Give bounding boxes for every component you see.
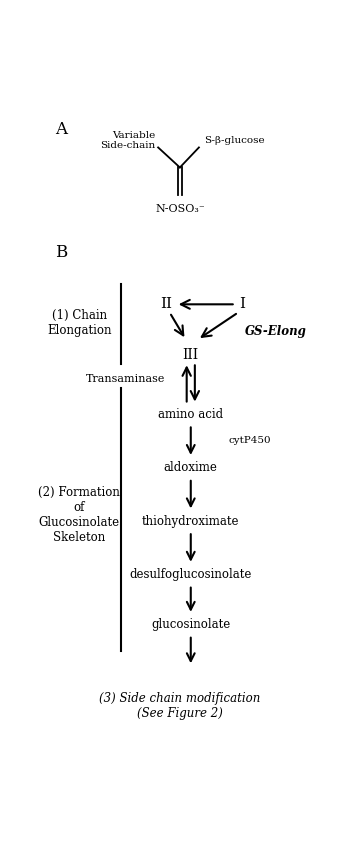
Text: Transaminase: Transaminase bbox=[86, 374, 165, 384]
Text: aldoxime: aldoxime bbox=[164, 461, 218, 474]
Text: amino acid: amino acid bbox=[158, 408, 223, 421]
Text: (2) Formation
of
Glucosinolate
Skeleton: (2) Formation of Glucosinolate Skeleton bbox=[38, 486, 120, 544]
Text: N-OSO₃⁻: N-OSO₃⁻ bbox=[155, 204, 205, 214]
Text: (1) Chain
Elongation: (1) Chain Elongation bbox=[47, 309, 112, 337]
Text: I: I bbox=[239, 297, 245, 311]
Text: Variable
Side-chain: Variable Side-chain bbox=[100, 131, 155, 151]
Text: (3) Side chain modification
(See Figure 2): (3) Side chain modification (See Figure … bbox=[99, 692, 260, 720]
Text: B: B bbox=[55, 244, 67, 261]
Text: GS-Elong: GS-Elong bbox=[245, 324, 307, 337]
Text: III: III bbox=[183, 348, 199, 362]
Text: II: II bbox=[160, 297, 172, 311]
Text: thiohydroximate: thiohydroximate bbox=[142, 515, 239, 528]
Text: desulfoglucosinolate: desulfoglucosinolate bbox=[130, 568, 252, 581]
Text: cytP450: cytP450 bbox=[229, 436, 271, 445]
Text: glucosinolate: glucosinolate bbox=[151, 618, 230, 631]
Text: S-β-glucose: S-β-glucose bbox=[204, 136, 265, 146]
Text: A: A bbox=[55, 121, 67, 138]
